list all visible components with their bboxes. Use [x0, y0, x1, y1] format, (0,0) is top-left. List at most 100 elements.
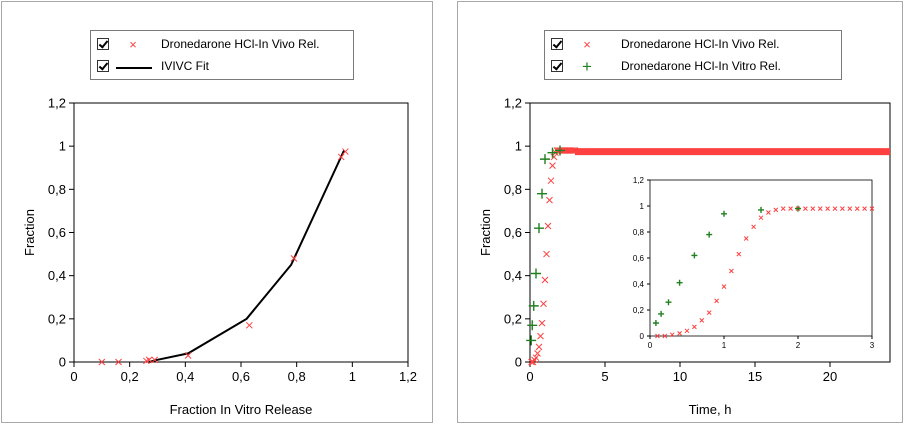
line-marker-icon	[115, 57, 153, 77]
in-vivo-point	[245, 321, 253, 329]
inset-y-tick-label: 0,8	[633, 228, 645, 237]
inset-in-vivo-point	[743, 236, 749, 241]
inset-in-vivo-point	[758, 215, 764, 221]
in-vivo-point	[535, 343, 543, 351]
inset-in-vitro-point	[795, 205, 801, 212]
inset-in-vivo-point	[729, 268, 734, 274]
inset-in-vivo-point	[825, 206, 830, 211]
inset-y-tick-label: 1	[640, 202, 645, 211]
inset-in-vitro-point	[706, 231, 713, 238]
y-tick-label: 0,8	[504, 182, 522, 197]
x-tick-label: 0	[70, 369, 77, 384]
inset-in-vivo-point	[832, 206, 838, 211]
in-vitro-point	[526, 335, 537, 346]
inset-x-tick-label: 0	[648, 341, 653, 350]
ivivc-fit-line	[148, 150, 345, 363]
in-vivo-point	[549, 162, 556, 169]
y-axis-label: Fraction	[22, 209, 37, 256]
left-legend: × Dronedarone HCl-In Vivo Rel. IVIVC Fit	[90, 30, 354, 80]
in-vitro-point	[555, 145, 565, 156]
in-vivo-point	[342, 148, 349, 155]
left-chart-svg: 0 0,2 0,4 0,6 0,8 1 1,2 0 0,2 0,4 0,6 0,8 1 1,2 Fracti…	[22, 96, 417, 418]
legend-row-in-vivo: × Dronedarone HCl-In Vivo Rel.	[91, 35, 353, 55]
inset-y-tick-label: 0,2	[633, 306, 645, 315]
in-vivo-point	[538, 319, 546, 327]
x-tick-label: 0,4	[176, 369, 194, 384]
x-tick-label: 0,2	[121, 369, 139, 384]
left-chart-panel: 0 0,2 0,4 0,6 0,8 1 1,2 0 0,2 0,4 0,6 0,8 1 1,2 Fracti…	[1, 1, 433, 423]
in-vivo-point	[337, 153, 345, 161]
in-vitro-visibility-checkbox[interactable]	[551, 60, 563, 72]
inset-y-tick-label: 1,2	[633, 176, 645, 185]
inset-in-vivo-point	[810, 206, 816, 211]
x-axis-label: Fraction In Vitro Release	[170, 402, 313, 417]
x-axis-label: Time, h	[689, 402, 732, 417]
inset-x-tick-label: 3	[870, 341, 875, 350]
legend-row-ivivc-fit: IVIVC Fit	[91, 57, 353, 77]
y-axis-label: Fraction	[478, 209, 493, 256]
y-tick-label: 1	[59, 139, 66, 154]
inset-in-vivo-point	[780, 206, 786, 211]
inset-in-vivo-point	[677, 331, 682, 336]
inset-in-vitro-point	[691, 252, 698, 259]
in-vivo-point	[543, 250, 550, 258]
inset-in-vivo-point	[773, 207, 779, 213]
inset-in-vivo-point	[847, 206, 853, 211]
in-vivo-point	[546, 196, 553, 204]
x-tick-label: 10	[673, 369, 687, 384]
inset-in-vivo-point	[869, 206, 875, 211]
ivivc-fit-visibility-checkbox[interactable]	[97, 60, 109, 72]
in-vitro-point	[534, 223, 544, 234]
inset-in-vivo-point	[751, 224, 756, 230]
inset-in-vivo-point	[684, 328, 690, 334]
in-vivo-point	[290, 255, 298, 262]
x-tick-label: 0,6	[232, 369, 250, 384]
y-tick-label: 0,2	[504, 311, 522, 326]
legend-row-in-vitro: + Dronedarone HCl-In Vitro Rel.	[545, 57, 841, 77]
inset-in-vivo-point	[862, 206, 867, 211]
inset-in-vitro-point	[658, 310, 665, 317]
inset-in-vitro-point	[721, 210, 727, 217]
in-vitro-point	[527, 320, 538, 331]
right-chart-panel: 0 0,2 0,4 0,6 0,8 1 1,2 0 5 10 15 20 Time, h Fraction…	[457, 1, 903, 423]
y-tick-label: 0,8	[48, 182, 66, 197]
inset-in-vitro-point	[665, 299, 672, 306]
in-vivo-visibility-checkbox[interactable]	[551, 38, 563, 50]
inset-in-vivo-point	[721, 284, 727, 289]
y-tick-label: 0,4	[48, 268, 66, 283]
in-vitro-point	[540, 154, 550, 165]
in-vivo-point	[568, 147, 576, 154]
inset-in-vivo-point	[669, 332, 675, 338]
in-vivo-point	[532, 354, 540, 362]
inset-in-vivo-point	[706, 310, 712, 315]
legend-label-in-vivo: Dronedarone HCl-In Vivo Rel.	[161, 37, 320, 51]
inset-in-vitro-point	[758, 206, 764, 213]
in-vivo-point	[537, 332, 544, 340]
x-marker-icon: ×	[583, 37, 591, 52]
y-tick-label: 1,2	[48, 96, 66, 111]
inset-in-vivo-point	[788, 206, 793, 211]
in-vivo-point	[534, 350, 541, 357]
inset-in-vivo-point	[736, 251, 742, 257]
inset-in-vivo-point	[699, 318, 705, 323]
y-tick-label: 0,2	[48, 311, 66, 326]
x-tick-label: 0	[526, 369, 533, 384]
inset-y-tick-label: 0,6	[633, 254, 645, 263]
in-vivo-visibility-checkbox[interactable]	[97, 38, 109, 50]
in-vitro-point	[547, 147, 558, 158]
in-vivo-point	[570, 147, 577, 154]
inset-in-vivo-point	[662, 333, 668, 339]
inset-plot-frame	[649, 179, 873, 337]
inset-in-vivo-point	[655, 333, 660, 339]
inset-in-vivo-point	[766, 210, 771, 215]
inset-x-tick-label: 1	[722, 341, 727, 350]
inset-in-vitro-point	[652, 320, 659, 326]
x-tick-label: 0,8	[288, 369, 306, 384]
right-legend: × Dronedarone HCl-In Vivo Rel. + Droneda…	[544, 30, 842, 80]
y-tick-label: 0	[59, 355, 66, 370]
x-tick-label: 1	[349, 369, 356, 384]
x-marker-icon: ×	[129, 37, 137, 52]
in-vitro-point	[537, 188, 547, 199]
in-vivo-point	[541, 276, 549, 284]
inset-in-vivo-point	[854, 206, 860, 211]
